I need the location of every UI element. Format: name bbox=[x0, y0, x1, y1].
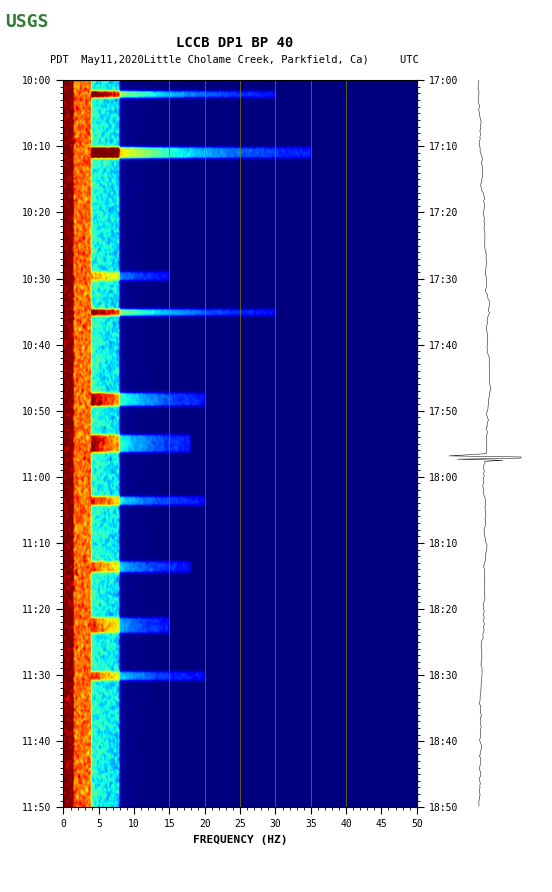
Text: USGS: USGS bbox=[6, 13, 49, 31]
Text: LCCB DP1 BP 40: LCCB DP1 BP 40 bbox=[176, 36, 293, 50]
X-axis label: FREQUENCY (HZ): FREQUENCY (HZ) bbox=[193, 835, 288, 845]
Text: PDT  May11,2020Little Cholame Creek, Parkfield, Ca)     UTC: PDT May11,2020Little Cholame Creek, Park… bbox=[50, 55, 419, 65]
